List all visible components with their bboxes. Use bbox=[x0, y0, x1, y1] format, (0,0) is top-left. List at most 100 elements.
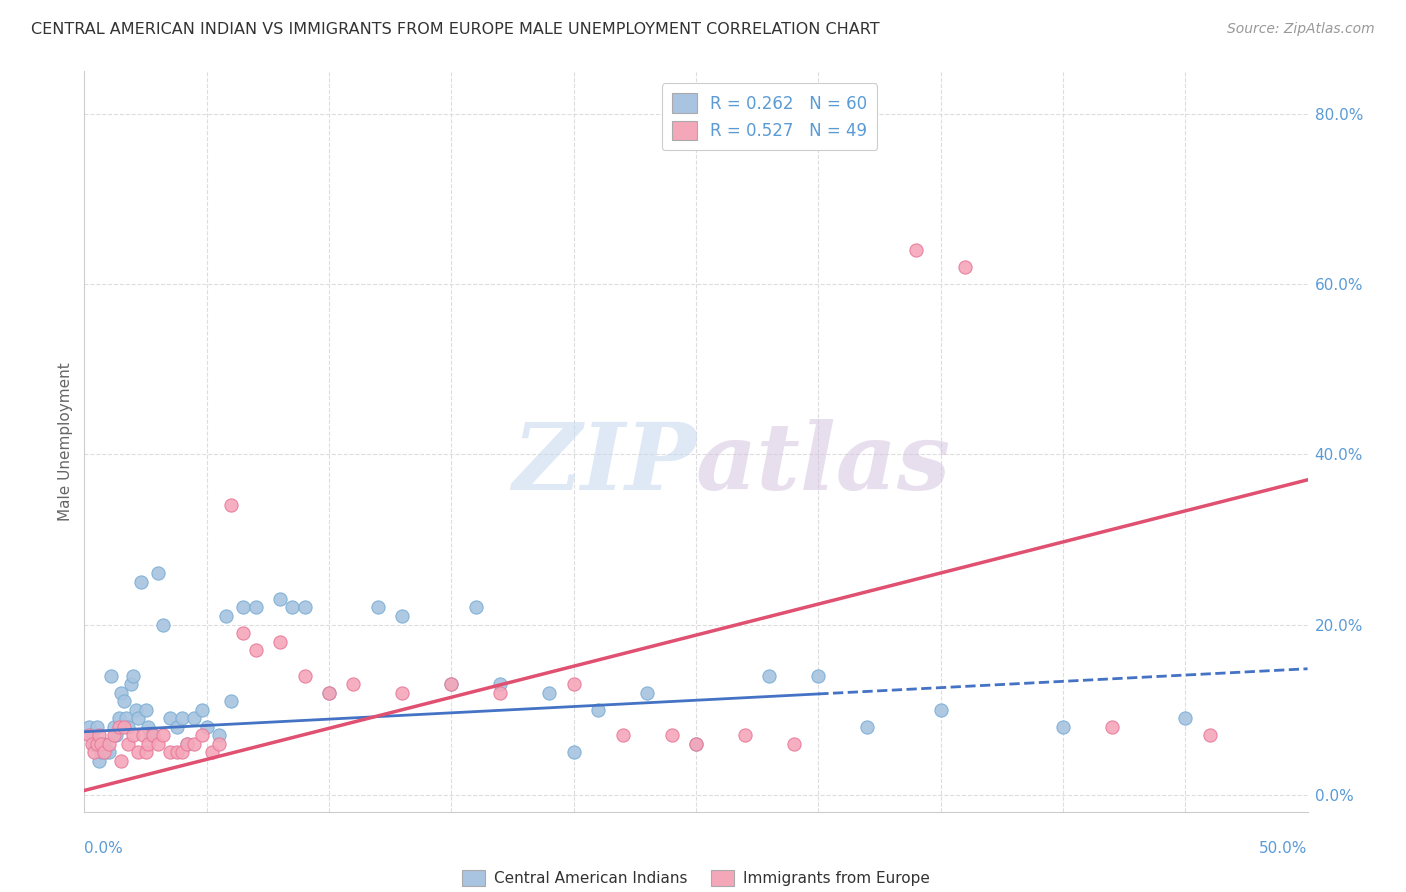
Point bbox=[269, 634, 291, 648]
Point bbox=[159, 711, 181, 725]
Text: CENTRAL AMERICAN INDIAN VS IMMIGRANTS FROM EUROPE MALE UNEMPLOYMENT CORRELATION : CENTRAL AMERICAN INDIAN VS IMMIGRANTS FR… bbox=[31, 22, 880, 37]
Point bbox=[191, 703, 214, 717]
Point bbox=[90, 737, 112, 751]
Point bbox=[80, 728, 103, 742]
Point bbox=[318, 685, 340, 699]
Point bbox=[208, 737, 231, 751]
Point bbox=[219, 694, 242, 708]
Point bbox=[636, 685, 658, 699]
Point bbox=[758, 668, 780, 682]
Point bbox=[142, 728, 165, 742]
Point bbox=[135, 703, 157, 717]
Point bbox=[1174, 711, 1197, 725]
Point bbox=[86, 720, 108, 734]
Point bbox=[122, 728, 145, 742]
Point bbox=[107, 711, 129, 725]
Point bbox=[1101, 720, 1123, 734]
Point bbox=[232, 626, 254, 640]
Point bbox=[191, 728, 214, 742]
Point bbox=[122, 668, 145, 682]
Point bbox=[105, 728, 128, 742]
Point bbox=[208, 728, 231, 742]
Point bbox=[129, 574, 152, 589]
Point bbox=[562, 745, 585, 759]
Point bbox=[110, 754, 132, 768]
Point bbox=[294, 600, 316, 615]
Point bbox=[172, 711, 194, 725]
Point bbox=[146, 566, 169, 581]
Point bbox=[440, 677, 463, 691]
Point bbox=[391, 685, 413, 699]
Point bbox=[117, 737, 139, 751]
Point bbox=[112, 720, 135, 734]
Y-axis label: Male Unemployment: Male Unemployment bbox=[58, 362, 73, 521]
Point bbox=[195, 720, 218, 734]
Point bbox=[97, 737, 120, 751]
Point bbox=[77, 728, 100, 742]
Point bbox=[93, 745, 115, 759]
Point bbox=[685, 737, 707, 751]
Point bbox=[103, 728, 125, 742]
Point bbox=[245, 643, 267, 657]
Point bbox=[1198, 728, 1220, 742]
Point bbox=[87, 728, 110, 742]
Text: 50.0%: 50.0% bbox=[1260, 841, 1308, 856]
Point bbox=[152, 617, 174, 632]
Point bbox=[115, 711, 138, 725]
Text: ZIP: ZIP bbox=[512, 418, 696, 508]
Point bbox=[172, 745, 194, 759]
Point bbox=[318, 685, 340, 699]
Point bbox=[83, 745, 105, 759]
Point bbox=[166, 745, 188, 759]
Point bbox=[107, 720, 129, 734]
Point bbox=[77, 720, 100, 734]
Point bbox=[152, 728, 174, 742]
Point bbox=[219, 499, 242, 513]
Point bbox=[538, 685, 561, 699]
Point bbox=[139, 728, 162, 742]
Point bbox=[136, 720, 159, 734]
Point bbox=[110, 685, 132, 699]
Point bbox=[783, 737, 806, 751]
Point bbox=[80, 737, 103, 751]
Point bbox=[367, 600, 389, 615]
Point bbox=[183, 737, 205, 751]
Point bbox=[391, 609, 413, 624]
Point bbox=[342, 677, 364, 691]
Point bbox=[176, 737, 198, 751]
Point bbox=[87, 754, 110, 768]
Point bbox=[905, 243, 928, 257]
Point bbox=[245, 600, 267, 615]
Point bbox=[586, 703, 609, 717]
Point bbox=[489, 677, 512, 691]
Point bbox=[127, 745, 149, 759]
Point bbox=[166, 720, 188, 734]
Point bbox=[294, 668, 316, 682]
Point bbox=[929, 703, 952, 717]
Point bbox=[269, 591, 291, 606]
Text: 0.0%: 0.0% bbox=[84, 841, 124, 856]
Point bbox=[93, 737, 115, 751]
Text: atlas: atlas bbox=[696, 418, 952, 508]
Point bbox=[83, 737, 105, 751]
Point bbox=[142, 728, 165, 742]
Point bbox=[176, 737, 198, 751]
Point bbox=[127, 711, 149, 725]
Point bbox=[183, 711, 205, 725]
Point bbox=[120, 677, 142, 691]
Point bbox=[112, 694, 135, 708]
Point bbox=[464, 600, 486, 615]
Point bbox=[1052, 720, 1074, 734]
Text: Source: ZipAtlas.com: Source: ZipAtlas.com bbox=[1227, 22, 1375, 37]
Legend: Central American Indians, Immigrants from Europe: Central American Indians, Immigrants fro… bbox=[456, 863, 936, 892]
Point bbox=[86, 737, 108, 751]
Point bbox=[117, 720, 139, 734]
Point bbox=[661, 728, 683, 742]
Point bbox=[135, 745, 157, 759]
Point bbox=[90, 745, 112, 759]
Point bbox=[215, 609, 238, 624]
Point bbox=[200, 745, 222, 759]
Point bbox=[856, 720, 879, 734]
Point bbox=[734, 728, 756, 742]
Point bbox=[489, 685, 512, 699]
